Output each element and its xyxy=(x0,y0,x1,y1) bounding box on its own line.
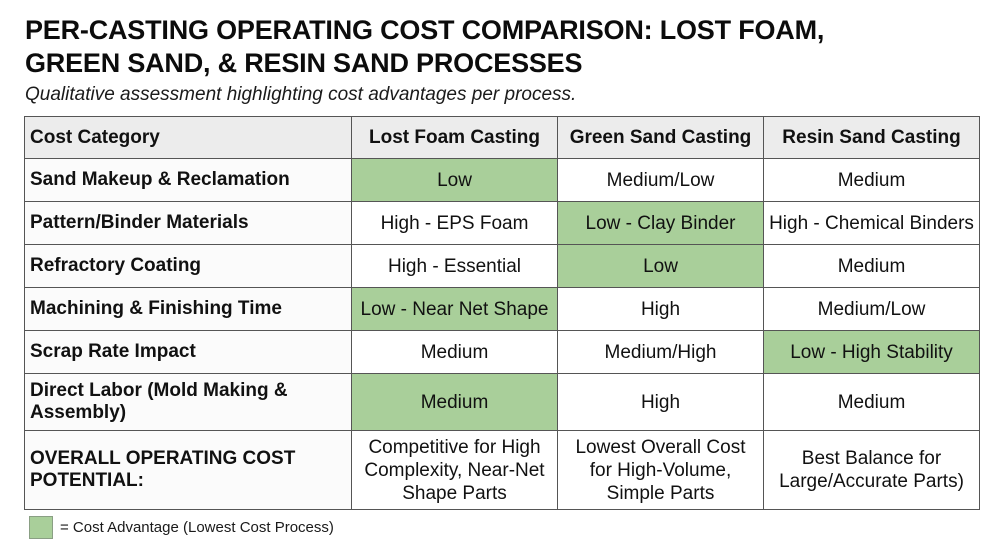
cell-lost-foam: Low - Near Net Shape xyxy=(351,287,558,331)
table-row: Refractory Coating High - Essential Low … xyxy=(24,244,980,288)
page-title: PER-CASTING OPERATING COST COMPARISON: L… xyxy=(25,14,824,80)
legend-text: = Cost Advantage (Lowest Cost Process) xyxy=(60,519,334,536)
cell-resin-sand: Medium xyxy=(763,158,980,202)
row-category: Pattern/Binder Materials xyxy=(24,201,352,245)
cell-resin-sand: Medium/Low xyxy=(763,287,980,331)
row-category: OVERALL OPERATING COST POTENTIAL: xyxy=(24,430,352,510)
cell-green-sand: High xyxy=(557,287,764,331)
header-resin-sand: Resin Sand Casting xyxy=(763,116,980,159)
cell-lost-foam: High - EPS Foam xyxy=(351,201,558,245)
row-category: Scrap Rate Impact xyxy=(24,330,352,374)
cell-green-sand: Lowest Overall Cost for High-Volume, Sim… xyxy=(557,430,764,510)
table-row: Scrap Rate Impact Medium Medium/High Low… xyxy=(24,330,980,374)
cell-green-sand: Medium/High xyxy=(557,330,764,374)
cell-lost-foam: Medium xyxy=(351,373,558,431)
cost-comparison-table: Cost Category Lost Foam Casting Green Sa… xyxy=(24,116,980,510)
row-category: Machining & Finishing Time xyxy=(24,287,352,331)
title-line-1: PER-CASTING OPERATING COST COMPARISON: L… xyxy=(25,15,825,45)
cell-lost-foam: Competitive for High Complexity, Near-Ne… xyxy=(351,430,558,510)
header-lost-foam: Lost Foam Casting xyxy=(351,116,558,159)
legend-swatch xyxy=(29,516,53,539)
header-cost-category: Cost Category xyxy=(24,116,352,159)
cell-lost-foam: Low xyxy=(351,158,558,202)
cell-resin-sand: Medium xyxy=(763,244,980,288)
row-category: Sand Makeup & Reclamation xyxy=(24,158,352,202)
table-row: Direct Labor (Mold Making & Assembly) Me… xyxy=(24,373,980,431)
table-row-overall: OVERALL OPERATING COST POTENTIAL: Compet… xyxy=(24,430,980,510)
header-green-sand: Green Sand Casting xyxy=(557,116,764,159)
cell-lost-foam: High - Essential xyxy=(351,244,558,288)
subtitle: Qualitative assessment highlighting cost… xyxy=(25,84,577,105)
cell-green-sand: Low - Clay Binder xyxy=(557,201,764,245)
row-category: Direct Labor (Mold Making & Assembly) xyxy=(24,373,352,431)
cell-lost-foam: Medium xyxy=(351,330,558,374)
cell-resin-sand: Best Balance for Large/Accurate Parts) xyxy=(763,430,980,510)
legend: = Cost Advantage (Lowest Cost Process) xyxy=(29,516,334,539)
table-row: Sand Makeup & Reclamation Low Medium/Low… xyxy=(24,158,980,202)
table-header-row: Cost Category Lost Foam Casting Green Sa… xyxy=(24,116,980,159)
cell-green-sand: High xyxy=(557,373,764,431)
row-category: Refractory Coating xyxy=(24,244,352,288)
cell-green-sand: Medium/Low xyxy=(557,158,764,202)
cell-resin-sand: Medium xyxy=(763,373,980,431)
table-row: Pattern/Binder Materials High - EPS Foam… xyxy=(24,201,980,245)
table-row: Machining & Finishing Time Low - Near Ne… xyxy=(24,287,980,331)
cell-green-sand: Low xyxy=(557,244,764,288)
title-line-2: GREEN SAND, & RESIN SAND PROCESSES xyxy=(25,48,583,78)
cell-resin-sand: High - Chemical Binders xyxy=(763,201,980,245)
cell-resin-sand: Low - High Stability xyxy=(763,330,980,374)
